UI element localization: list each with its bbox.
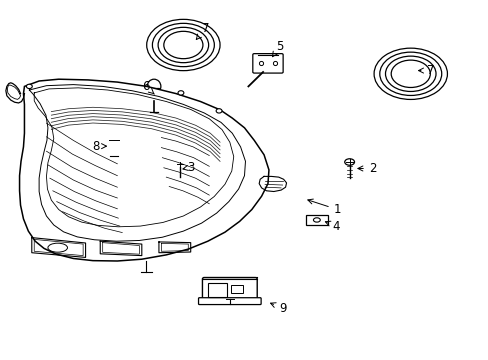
FancyBboxPatch shape	[202, 278, 257, 300]
Text: 9: 9	[270, 302, 286, 315]
Ellipse shape	[146, 99, 161, 103]
Text: 6: 6	[142, 80, 154, 94]
Ellipse shape	[175, 161, 184, 167]
Polygon shape	[20, 79, 268, 261]
FancyBboxPatch shape	[149, 88, 159, 101]
Circle shape	[26, 84, 32, 89]
Bar	[230, 285, 242, 293]
Text: 2: 2	[357, 162, 376, 175]
Text: 5: 5	[272, 40, 283, 57]
Text: 1: 1	[307, 199, 341, 216]
Text: 7: 7	[196, 22, 209, 40]
Ellipse shape	[344, 159, 354, 165]
Bar	[208, 283, 226, 297]
Circle shape	[178, 91, 183, 95]
Text: 8: 8	[92, 140, 106, 153]
Text: 3: 3	[183, 161, 194, 174]
Circle shape	[216, 109, 222, 113]
FancyBboxPatch shape	[105, 138, 122, 156]
FancyBboxPatch shape	[305, 215, 327, 225]
Ellipse shape	[147, 79, 161, 94]
FancyBboxPatch shape	[252, 54, 283, 73]
Text: 7: 7	[418, 64, 433, 77]
FancyBboxPatch shape	[198, 298, 261, 305]
Text: 4: 4	[325, 220, 340, 233]
